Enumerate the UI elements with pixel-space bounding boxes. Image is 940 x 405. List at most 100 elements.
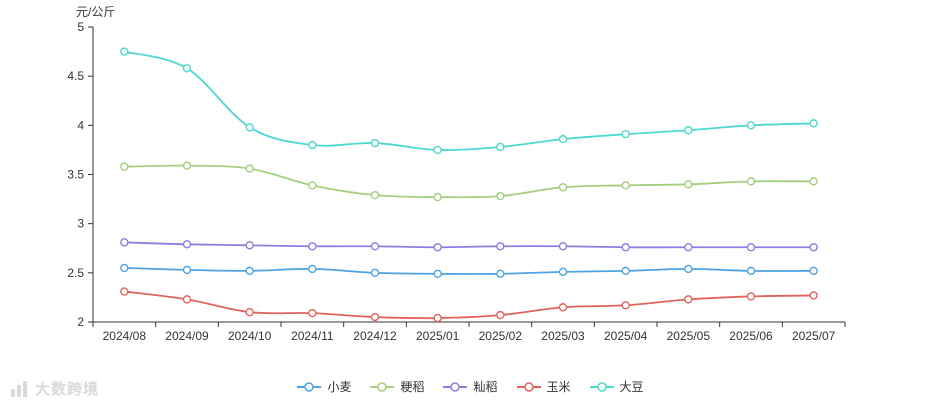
data-point-marker — [809, 243, 818, 252]
watermark-text: 大数跨境 — [35, 381, 100, 398]
legend-item-1[interactable]: 粳稻 — [369, 378, 424, 395]
legend-item-0[interactable]: 小麦 — [296, 378, 351, 395]
data-point-marker — [558, 242, 568, 251]
x-tick-label: 2024/09 — [165, 329, 209, 343]
legend-label: 籼稻 — [473, 380, 498, 394]
data-point-marker — [182, 295, 192, 304]
data-point-marker — [496, 242, 505, 251]
y-tick-label: 2.5 — [67, 266, 84, 280]
data-point-marker — [370, 312, 380, 322]
data-point-marker — [370, 190, 380, 200]
data-point-marker — [684, 295, 693, 304]
series-line-1 — [124, 164, 814, 199]
data-point-marker — [496, 269, 505, 279]
series-line-2 — [124, 241, 814, 249]
x-tick-label: 2024/08 — [103, 329, 147, 343]
data-point-marker — [558, 134, 568, 144]
data-point-marker — [120, 47, 129, 56]
data-point-marker — [433, 269, 442, 279]
x-tick-label: 2025/01 — [416, 329, 460, 343]
data-point-marker — [182, 161, 192, 170]
data-point-marker — [308, 308, 317, 318]
series-line-0 — [124, 267, 814, 275]
data-point-marker — [245, 241, 254, 250]
legend-item-4[interactable]: 大豆 — [589, 378, 644, 395]
data-point-marker — [621, 129, 630, 139]
legend-line-icon — [370, 381, 395, 392]
legend-line-icon — [589, 381, 614, 392]
data-point-marker — [245, 307, 254, 317]
data-point-marker — [120, 238, 129, 247]
data-point-marker — [746, 292, 756, 301]
data-point-marker — [496, 191, 505, 201]
data-point-marker — [182, 265, 192, 275]
data-point-marker — [558, 183, 568, 192]
x-tick-label: 2024/10 — [228, 329, 272, 343]
data-point-marker — [558, 267, 568, 277]
data-point-marker — [370, 268, 380, 278]
data-point-marker — [621, 266, 630, 276]
legend-label: 玉米 — [546, 380, 571, 394]
x-tick-label: 2025/03 — [541, 329, 585, 343]
data-point-marker — [433, 313, 442, 323]
y-tick-label: 4.5 — [67, 69, 84, 83]
data-point-marker — [684, 264, 693, 274]
legend-line-icon — [516, 381, 541, 392]
data-point-marker — [370, 138, 380, 148]
data-point-marker — [182, 240, 192, 249]
data-point-marker — [496, 142, 505, 152]
data-point-marker — [496, 310, 505, 320]
data-point-marker — [746, 121, 756, 130]
data-point-marker — [746, 177, 756, 186]
legend-label: 小麦 — [327, 380, 352, 394]
data-point-marker — [120, 287, 129, 296]
data-point-marker — [245, 123, 254, 132]
data-point-marker — [684, 243, 693, 252]
data-point-marker — [809, 119, 818, 128]
y-tick-label: 4 — [77, 118, 84, 132]
y-tick-label: 2 — [77, 315, 84, 329]
data-point-marker — [308, 242, 317, 251]
y-tick-label: 5 — [77, 20, 84, 34]
data-point-marker — [182, 64, 192, 73]
legend-label: 粳稻 — [400, 380, 425, 394]
series-line-3 — [124, 290, 814, 320]
legend-item-3[interactable]: 玉米 — [516, 378, 571, 395]
data-point-marker — [558, 303, 568, 312]
watermark: 大数跨境 — [10, 378, 99, 399]
watermark-logo-icon — [11, 380, 27, 397]
x-tick-label: 2025/04 — [604, 329, 648, 343]
chart-legend: 小麦 粳稻 籼稻 玉米 大豆 — [0, 378, 940, 395]
data-point-marker — [245, 164, 254, 173]
legend-item-2[interactable]: 籼稻 — [442, 378, 498, 395]
x-tick-label: 2024/12 — [353, 329, 397, 343]
data-point-marker — [809, 291, 818, 300]
data-point-marker — [433, 243, 442, 252]
data-point-marker — [120, 162, 129, 171]
data-point-marker — [684, 180, 693, 189]
y-tick-label: 3 — [77, 217, 84, 231]
data-point-marker — [433, 192, 442, 202]
data-point-marker — [370, 242, 380, 251]
legend-line-icon — [297, 381, 322, 392]
data-point-marker — [245, 266, 254, 276]
data-point-marker — [621, 181, 630, 190]
data-point-marker — [120, 263, 129, 273]
plot-area: 2 2.5 3 3.5 4 4.5 5 2024/08 2024/09 2024/10 2024/1… — [67, 20, 846, 343]
data-point-marker — [308, 140, 317, 150]
x-tick-label: 2025/05 — [667, 329, 711, 343]
series-line-4 — [124, 50, 814, 151]
data-point-marker — [809, 177, 818, 186]
x-tick-label: 2025/02 — [479, 329, 523, 343]
data-point-marker — [746, 266, 756, 276]
data-point-marker — [621, 243, 630, 252]
legend-label: 大豆 — [619, 380, 644, 394]
x-tick-label: 2024/11 — [291, 329, 334, 343]
data-point-marker — [433, 145, 442, 155]
data-point-marker — [746, 243, 756, 252]
y-tick-label: 3.5 — [67, 168, 84, 182]
data-point-marker — [621, 301, 630, 310]
data-point-marker — [308, 264, 317, 274]
